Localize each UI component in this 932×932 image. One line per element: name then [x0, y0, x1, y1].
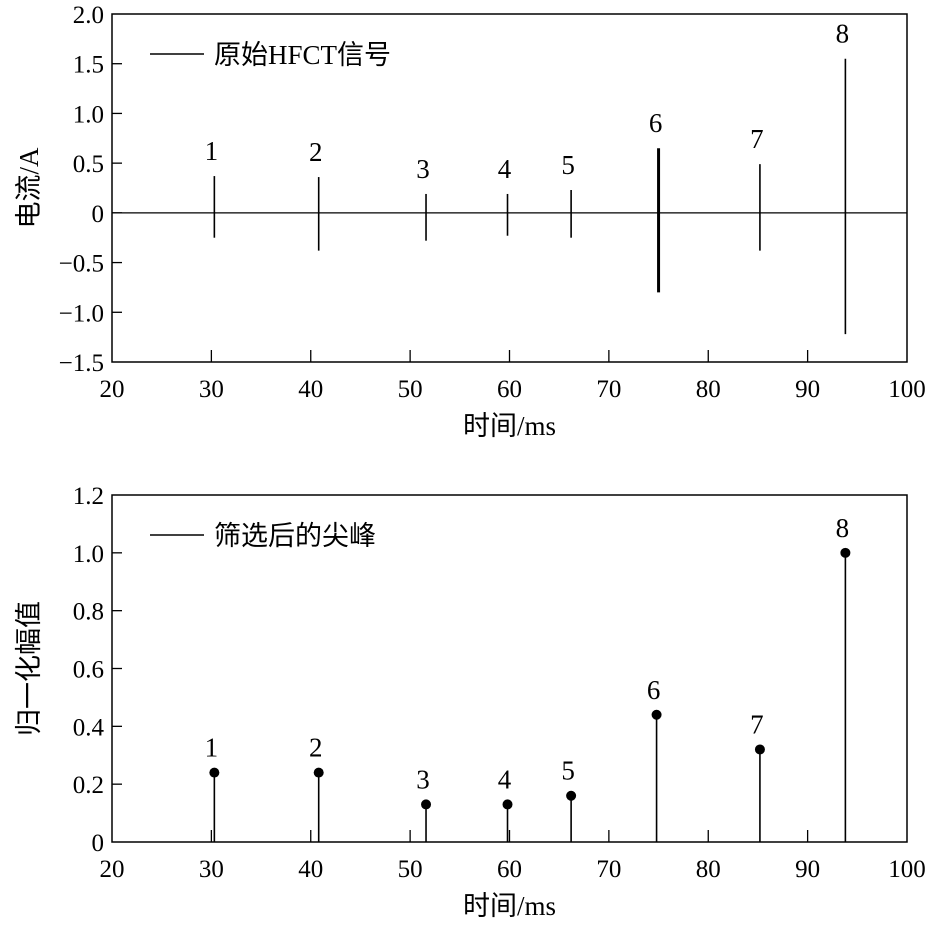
- peak-number-label: 5: [561, 150, 575, 180]
- y-tick-label: 0.4: [73, 714, 105, 741]
- x-tick-label: 40: [298, 376, 323, 403]
- y-tick-label: 1.0: [73, 101, 104, 128]
- legend-label: 原始HFCT信号: [214, 40, 391, 70]
- x-tick-label: 100: [888, 856, 926, 883]
- x-tick-label: 30: [199, 376, 224, 403]
- y-tick-label: −0.5: [59, 251, 104, 278]
- stem-marker: [566, 790, 577, 801]
- y-tick-label: 1.0: [73, 541, 104, 568]
- peak-number-label: 8: [836, 513, 850, 543]
- y-axis-title: 电流/A: [14, 147, 44, 229]
- peak-number-label: 6: [649, 108, 663, 138]
- peak-number-label: 7: [750, 709, 764, 739]
- stem-marker: [502, 799, 513, 810]
- y-tick-label: 0: [92, 201, 105, 228]
- peak-number-label: 7: [750, 124, 764, 154]
- stem-marker: [840, 547, 851, 558]
- peak-number-label: 1: [205, 136, 219, 166]
- stem-marker: [754, 744, 765, 755]
- y-tick-label: 0.8: [73, 599, 104, 626]
- peak-number-label: 5: [561, 756, 575, 786]
- y-tick-label: 0.2: [73, 772, 104, 799]
- y-tick-label: 0.6: [73, 657, 104, 684]
- chart-top-raw-signal: 20 30 40 50 60 70 80 90 100 2.0 1.5 1.0 0.5 0 −0.5 −1.0…: [14, 2, 926, 441]
- y-tick-label: 1.2: [73, 483, 104, 510]
- x-tick-label: 30: [199, 856, 224, 883]
- stem-marker: [313, 767, 324, 778]
- peak-number-label: 3: [416, 154, 430, 184]
- peak-number-label: 1: [205, 733, 219, 763]
- stem-marker: [651, 709, 662, 720]
- legend-label: 筛选后的尖峰: [214, 521, 376, 551]
- x-tick-label: 70: [596, 856, 621, 883]
- x-tick-label: 100: [888, 376, 926, 403]
- y-tick-label: 0.5: [73, 151, 104, 178]
- peak-number-label: 2: [309, 733, 323, 763]
- peak-number-label: 4: [498, 154, 512, 184]
- x-tick-label: 20: [100, 376, 125, 403]
- x-tick-label: 50: [398, 856, 423, 883]
- y-tick-label: −1.5: [59, 350, 104, 377]
- x-tick-label: 40: [298, 856, 323, 883]
- x-tick-label: 60: [497, 376, 522, 403]
- y-tick-label: 0: [92, 830, 105, 857]
- y-tick-label: 1.5: [73, 52, 104, 79]
- y-axis-title: 归一化幅值: [14, 601, 44, 736]
- peak-number-label: 2: [309, 137, 323, 167]
- x-tick-label: 90: [795, 376, 820, 403]
- stem-marker: [209, 767, 220, 778]
- x-tick-label: 60: [497, 856, 522, 883]
- peak-number-label: 8: [836, 19, 850, 49]
- x-axis-title: 时间/ms: [463, 411, 556, 441]
- chart-bottom-filtered-peaks: 20 30 40 50 60 70 80 90 100 1.2 1.0 0.8 0.6 0.4 0.2 0 时间…: [14, 483, 926, 921]
- peak-number-label: 6: [647, 675, 661, 705]
- x-tick-label: 50: [398, 376, 423, 403]
- peak-number-label: 3: [416, 764, 430, 794]
- stem-marker: [421, 799, 432, 810]
- x-tick-label: 80: [696, 856, 721, 883]
- x-tick-label: 20: [100, 856, 125, 883]
- y-tick-label: −1.0: [59, 300, 104, 327]
- y-tick-label: 2.0: [73, 2, 104, 29]
- x-tick-label: 70: [596, 376, 621, 403]
- peak-number-label: 4: [498, 764, 512, 794]
- x-tick-label: 90: [795, 856, 820, 883]
- x-tick-label: 80: [696, 376, 721, 403]
- x-axis-title: 时间/ms: [463, 891, 556, 921]
